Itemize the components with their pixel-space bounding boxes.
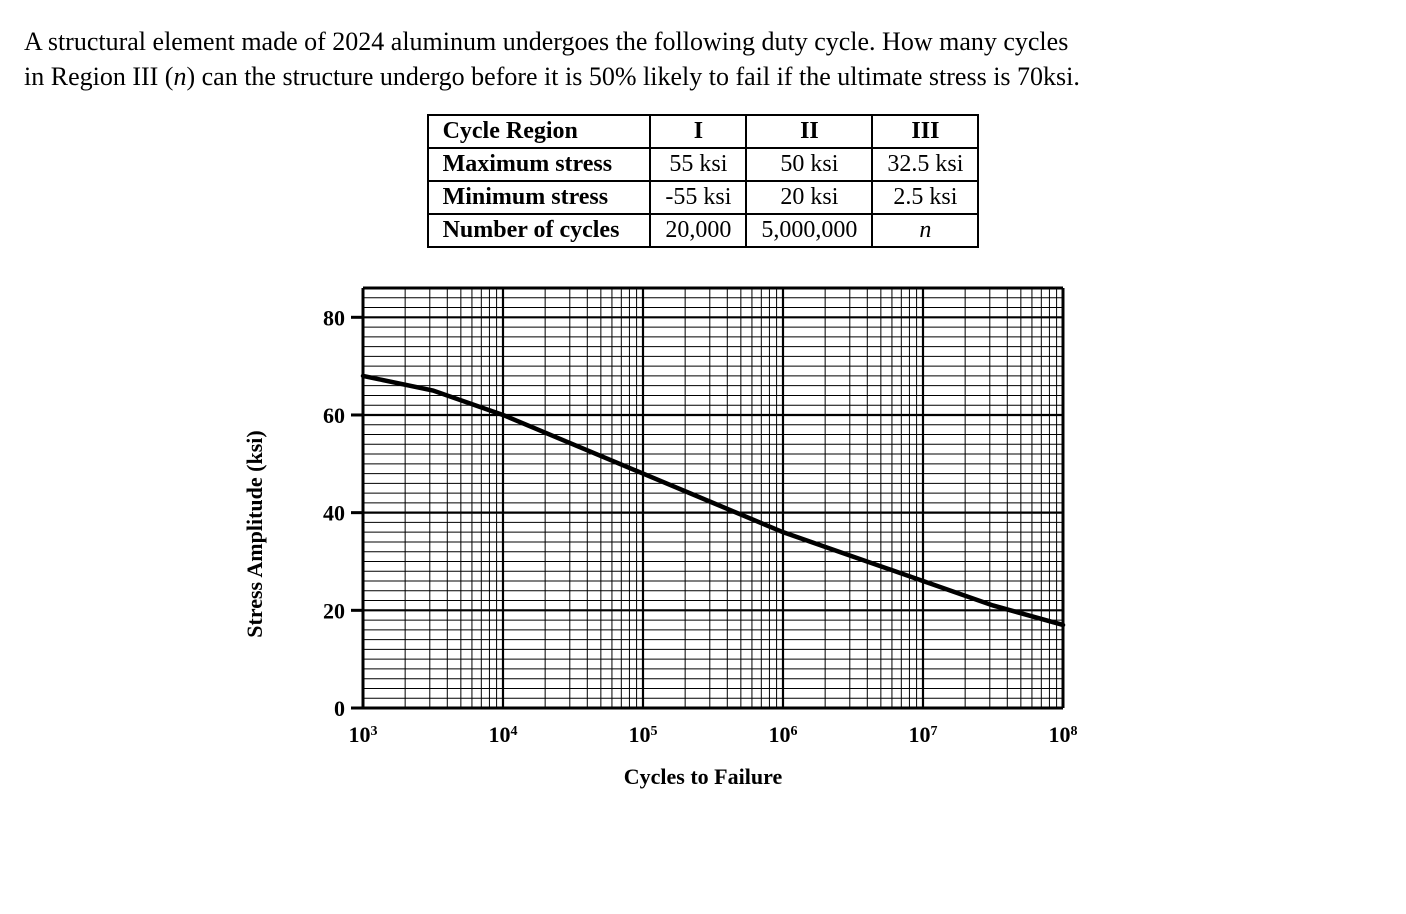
table-row: Maximum stress 55 ksi 50 ksi 32.5 ksi [428,148,979,181]
svg-text:103: 103 [349,722,378,747]
x-axis-label: Cycles to Failure [283,764,1123,790]
table-row: Number of cycles 20,000 5,000,000 n [428,214,979,247]
sn-chart-wrap: Stress Amplitude (ksi) 0 20 40 60 80 103 104 10… [24,278,1382,790]
sn-chart-block: Stress Amplitude (ksi) 02040608010310410… [283,278,1123,790]
row-label: Maximum stress [428,148,651,181]
table-header-row: Cycle Region I II III [428,115,979,148]
svg-text:106: 106 [769,722,798,747]
table-row: Minimum stress -55 ksi 20 ksi 2.5 ksi [428,181,979,214]
cell: 32.5 ksi [872,148,978,181]
col-III: III [872,115,978,148]
header-label: Cycle Region [428,115,651,148]
cell-n: n [872,214,978,247]
row-label: Minimum stress [428,181,651,214]
svg-text:80: 80 [323,305,345,330]
duty-cycle-table: Cycle Region I II III Maximum stress 55 … [427,114,980,248]
svg-text:108: 108 [1049,722,1078,747]
prompt-n: n [173,62,186,91]
svg-text:20: 20 [323,599,345,624]
cell: 50 ksi [746,148,872,181]
col-I: I [650,115,746,148]
svg-text:104: 104 [489,722,518,747]
prompt-line1: A structural element made of 2024 alumin… [24,27,1068,56]
svg-text:0: 0 [334,696,345,721]
prompt-line2a: in Region III ( [24,62,173,91]
problem-statement: A structural element made of 2024 alumin… [24,24,1124,94]
svg-text:60: 60 [323,403,345,428]
svg-text:105: 105 [629,722,658,747]
svg-text:40: 40 [323,501,345,526]
cell: 20,000 [650,214,746,247]
prompt-line2b: ) can the structure undergo before it is… [186,62,1079,91]
svg-text:107: 107 [909,722,938,747]
cell: 55 ksi [650,148,746,181]
row-label: Number of cycles [428,214,651,247]
cell: -55 ksi [650,181,746,214]
sn-chart: 0 20 40 60 80 103 104 105 106 107 108 [283,278,1103,758]
col-II: II [746,115,872,148]
cell: 20 ksi [746,181,872,214]
duty-cycle-table-wrap: Cycle Region I II III Maximum stress 55 … [24,114,1382,248]
y-axis-label: Stress Amplitude (ksi) [242,430,268,637]
cell: 2.5 ksi [872,181,978,214]
cell: 5,000,000 [746,214,872,247]
